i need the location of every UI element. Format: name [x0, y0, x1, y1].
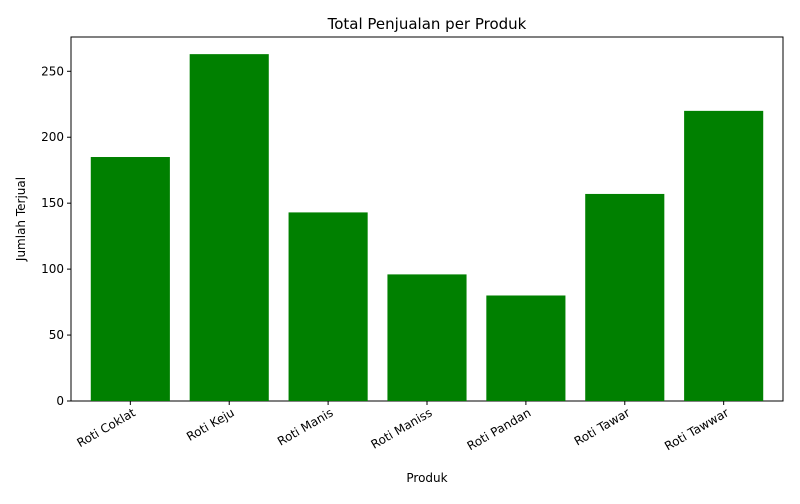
y-tick-label: 150 — [41, 196, 64, 210]
y-axis-label: Jumlah Terjual — [14, 177, 28, 262]
x-tick-label: Roti Pandan — [465, 405, 534, 453]
y-tick-label: 50 — [49, 328, 64, 342]
x-tick-label: Roti Tawwar — [662, 405, 731, 453]
x-tick-label: Roti Tawar — [572, 405, 633, 448]
bar — [288, 212, 368, 401]
bar — [684, 110, 764, 402]
x-tick-label: Roti Maniss — [368, 405, 434, 451]
y-axis: 0 50 100 150 200 250 — [41, 64, 71, 408]
bar — [90, 157, 170, 401]
bar — [387, 274, 467, 401]
bar — [189, 54, 269, 401]
bars-group — [90, 54, 764, 402]
x-axis-label: Produk — [406, 471, 447, 485]
y-tick-label: 200 — [41, 130, 64, 144]
y-tick-label: 0 — [56, 394, 64, 408]
chart-title: Total Penjualan per Produk — [327, 15, 527, 33]
x-axis: Roti Coklat Roti Keju Roti Manis Roti Manis… — [74, 401, 731, 453]
y-tick-label: 250 — [41, 64, 64, 78]
y-tick-label: 100 — [41, 262, 64, 276]
x-tick-label: Roti Keju — [184, 405, 237, 443]
bar — [486, 295, 566, 401]
x-tick-label: Roti Manis — [275, 405, 336, 448]
x-tick-label: Roti Coklat — [74, 405, 138, 450]
bar — [585, 193, 665, 401]
